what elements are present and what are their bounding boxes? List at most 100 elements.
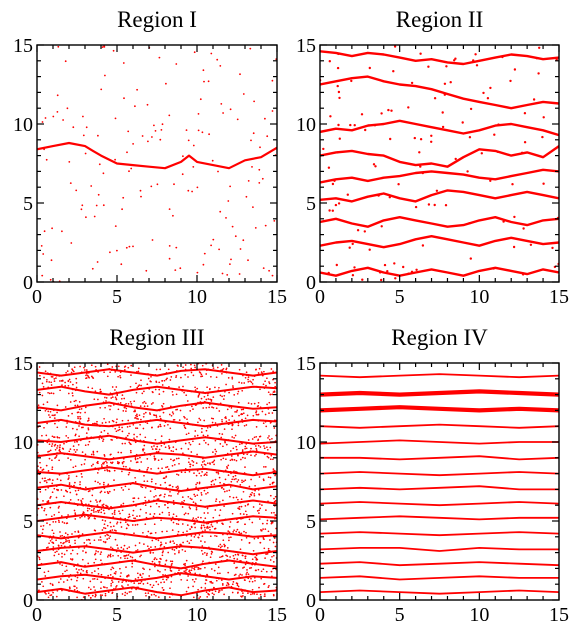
data-point (154, 531, 157, 534)
data-point (81, 497, 84, 500)
data-point (82, 134, 85, 137)
data-point (159, 425, 162, 428)
data-point (189, 528, 191, 530)
data-point (238, 531, 241, 534)
data-point (197, 129, 200, 132)
data-point (49, 582, 52, 585)
data-point (157, 570, 160, 572)
data-point (45, 593, 47, 595)
data-point (94, 553, 96, 556)
data-point (82, 596, 85, 598)
data-point (137, 576, 140, 579)
data-point (338, 96, 341, 100)
data-point (189, 497, 192, 500)
data-point (67, 514, 69, 516)
data-point (183, 424, 186, 427)
data-point (128, 471, 131, 474)
data-point (190, 569, 193, 572)
data-point (68, 474, 70, 477)
data-point (57, 553, 60, 556)
data-point (86, 374, 89, 377)
data-point (192, 374, 195, 377)
data-point (252, 378, 254, 381)
data-point (100, 539, 102, 541)
data-point (480, 152, 483, 155)
data-point (68, 378, 71, 381)
data-point (160, 440, 163, 443)
data-point (104, 491, 106, 494)
data-point (185, 433, 188, 436)
data-point (259, 507, 262, 510)
data-point (254, 579, 256, 582)
data-point (172, 499, 175, 502)
data-point (181, 548, 184, 551)
data-point (215, 471, 218, 474)
data-point (163, 581, 166, 583)
data-point (43, 507, 46, 510)
data-point (221, 433, 224, 435)
data-point (207, 443, 210, 446)
data-point (225, 554, 227, 557)
data-point (245, 447, 248, 450)
data-point (234, 573, 237, 576)
data-point (221, 372, 223, 375)
data-point (269, 494, 272, 497)
data-point (205, 373, 208, 375)
data-point (93, 570, 96, 572)
data-point (146, 405, 149, 407)
data-point (195, 503, 197, 505)
data-point (172, 540, 174, 542)
data-point (154, 546, 157, 548)
data-point (95, 204, 98, 207)
data-point (111, 529, 114, 531)
data-point (133, 410, 135, 413)
data-point (195, 508, 198, 511)
data-point (148, 499, 150, 502)
data-point (266, 455, 269, 458)
data-point (145, 594, 147, 597)
data-point (147, 377, 150, 380)
data-point (186, 568, 188, 571)
data-point (75, 386, 78, 389)
data-point (230, 480, 233, 483)
data-point (210, 480, 213, 483)
data-point (265, 425, 268, 428)
data-point (226, 547, 229, 549)
data-point (42, 528, 44, 531)
data-point (235, 530, 238, 533)
data-point (65, 371, 67, 374)
data-point (194, 526, 196, 529)
data-point (139, 405, 142, 407)
data-point (198, 417, 201, 420)
data-point (361, 278, 364, 281)
data-point (123, 97, 125, 100)
data-point (252, 206, 254, 209)
data-point (430, 134, 433, 137)
data-point (199, 596, 202, 598)
data-point (177, 493, 179, 495)
data-point (143, 405, 146, 408)
data-point (204, 529, 206, 531)
data-point (132, 509, 135, 512)
data-point (251, 588, 254, 591)
data-point (243, 530, 245, 533)
data-point (237, 507, 240, 510)
data-point (49, 539, 52, 542)
data-point (259, 146, 261, 149)
data-point (130, 590, 132, 593)
data-point (154, 388, 157, 391)
data-point (41, 434, 43, 437)
data-point (135, 427, 137, 429)
data-point (121, 581, 124, 584)
data-point (86, 569, 88, 572)
data-point (225, 458, 227, 461)
data-point (43, 509, 46, 512)
data-point (111, 512, 114, 515)
data-point (267, 391, 270, 394)
data-point (142, 427, 145, 430)
data-point (145, 269, 148, 272)
data-point (210, 417, 213, 420)
data-point (168, 114, 171, 117)
data-point (509, 79, 512, 83)
data-point (179, 543, 181, 546)
